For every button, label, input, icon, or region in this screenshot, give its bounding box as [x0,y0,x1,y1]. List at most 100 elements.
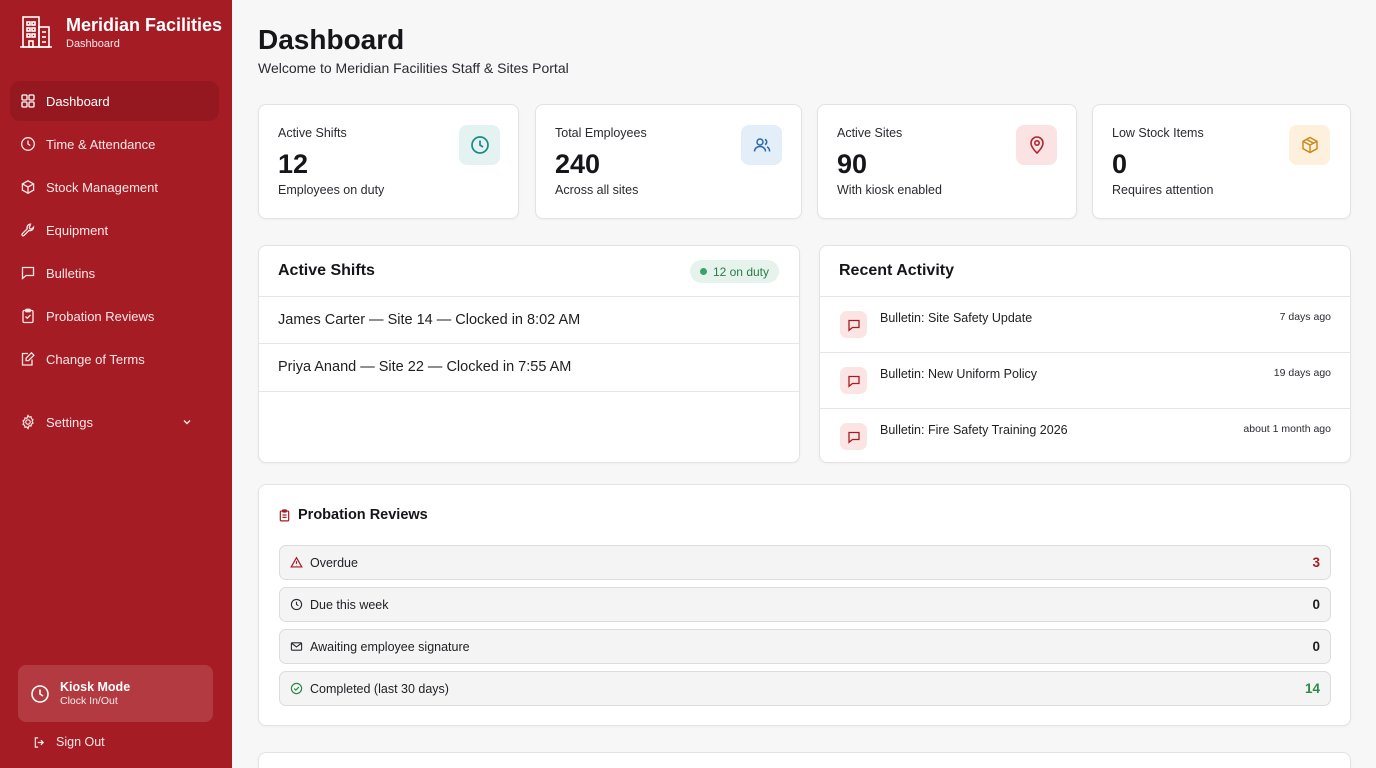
page-subtitle: Welcome to Meridian Facilities Staff & S… [258,60,569,76]
mail-icon [290,642,303,651]
alert-triangle-icon [290,556,303,568]
sidebar-item-equipment[interactable]: Equipment [10,210,219,250]
panel-title: Probation Reviews [298,507,428,523]
sidebar-item-label: Time & Attendance [46,136,156,152]
activity-text: Bulletin: Fire Safety Training 2026 [880,423,1068,437]
sidebar-item-time-attendance[interactable]: Time & Attendance [10,124,219,164]
probation-row-label: Due this week [310,597,389,612]
recent-activity-panel: Recent Activity Bulletin: Site Safety Up… [819,245,1351,463]
stat-card-active-sites[interactable]: Active Sites 90 With kiosk enabled [817,104,1077,219]
clock-icon [21,137,35,151]
shift-row[interactable]: James Carter — Site 14 — Clocked in 8:02… [278,312,581,328]
kiosk-title: Kiosk Mode [60,679,131,694]
package-icon [1301,136,1318,154]
stat-value: 240 [555,149,601,179]
message-icon [847,431,860,444]
probation-row-label: Completed (last 30 days) [310,681,449,696]
sidebar-settings: Settings [10,402,219,445]
sidebar: Meridian Facilities Dashboard Dashboard … [0,0,232,768]
stat-note: Requires attention [1112,183,1214,197]
activity-icon-box [840,423,867,450]
kiosk-subtitle: Clock In/Out [60,694,118,707]
wrench-icon [21,223,35,237]
chevron-down-icon[interactable] [179,416,195,428]
activity-icon-box [840,311,867,338]
stat-label: Low Stock Items [1112,126,1204,140]
probation-row-awaiting-signature[interactable]: Awaiting employee signature 0 [279,629,1331,664]
log-out-icon [34,736,45,748]
activity-item[interactable]: Bulletin: Fire Safety Training 2026 abou… [820,409,1350,465]
shift-row[interactable]: Priya Anand — Site 22 — Clocked in 7:55 … [278,359,572,375]
sign-out-button[interactable]: Sign Out [33,735,105,749]
activity-text: Bulletin: Site Safety Update [880,311,1033,325]
probation-row-count: 3 [1312,555,1320,570]
probation-row-due-this-week[interactable]: Due this week 0 [279,587,1331,622]
brand-title: Meridian Facilities [66,15,223,35]
badge-label: 12 on duty [712,264,769,279]
sidebar-item-label: Change of Terms [46,351,145,367]
probation-row-label: Awaiting employee signature [310,639,470,654]
sidebar-item-change-of-terms[interactable]: Change of Terms [10,339,219,379]
divider [259,391,799,392]
kiosk-mode-button[interactable]: Kiosk Mode Clock In/Out [18,665,213,722]
edit-doc-icon [21,351,35,366]
sidebar-item-probation-reviews[interactable]: Probation Reviews [10,296,219,336]
building-icon [20,16,52,48]
clock-icon [290,598,303,611]
probation-row-count: 0 [1312,639,1320,654]
clipboard-icon [279,508,290,521]
activity-icon-box [840,367,867,394]
brand-subtitle: Dashboard [66,38,120,50]
grid-icon [21,94,35,108]
sidebar-item-label: Equipment [46,222,109,238]
stat-label: Total Employees [555,126,647,140]
users-icon [753,138,770,152]
sidebar-item-label: Bulletins [46,265,96,281]
next-panel [258,752,1351,768]
stat-note: Employees on duty [278,183,385,197]
activity-item[interactable]: Bulletin: New Uniform Policy 19 days ago [820,353,1350,409]
activity-item[interactable]: Bulletin: Site Safety Update 7 days ago [820,297,1350,353]
stat-value: 12 [278,149,309,179]
sidebar-nav: Dashboard Time & Attendance Stock Manage… [10,81,219,382]
panel-header: Probation Reviews [278,507,428,523]
stat-card-total-employees[interactable]: Total Employees 240 Across all sites [535,104,802,219]
divider [820,352,1350,353]
on-duty-badge: 12 on duty [689,260,779,283]
gear-icon [22,414,34,430]
message-icon [847,375,860,388]
divider [259,343,799,344]
stat-card-low-stock[interactable]: Low Stock Items 0 Requires attention [1092,104,1351,219]
probation-reviews-panel: Probation Reviews Overdue 3 Due this wee… [258,484,1351,726]
sidebar-item-dashboard[interactable]: Dashboard [10,81,219,121]
stat-card-active-shifts[interactable]: Active Shifts 12 Employees on duty [258,104,519,219]
stat-icon-box [1016,125,1057,165]
probation-row-count: 0 [1312,597,1320,612]
probation-row-overdue[interactable]: Overdue 3 [279,545,1331,580]
sidebar-item-label: Stock Management [46,179,159,195]
active-shifts-panel: Active Shifts 12 on duty James Carter — … [258,245,800,463]
activity-time: about 1 month ago [1243,423,1331,435]
message-icon [847,319,860,332]
clock-icon [470,136,489,154]
stat-label: Active Sites [837,126,903,140]
panel-title: Recent Activity [839,262,954,279]
stat-label: Active Shifts [278,126,347,140]
brand: Meridian Facilities Dashboard [18,14,222,51]
divider [820,296,1350,297]
stat-icon-box [741,125,782,165]
clipboard-icon [22,308,34,324]
page-title: Dashboard [258,24,405,55]
divider [820,408,1350,409]
stat-note: Across all sites [555,183,639,197]
probation-row-label: Overdue [310,555,358,570]
probation-row-completed[interactable]: Completed (last 30 days) 14 [279,671,1331,706]
activity-time: 7 days ago [1279,311,1331,323]
stat-icon-box [459,125,500,165]
sidebar-item-bulletins[interactable]: Bulletins [10,253,219,293]
stat-value: 0 [1112,149,1128,179]
map-pin-icon [1029,136,1044,155]
sidebar-item-settings[interactable]: Settings [10,402,219,442]
stat-icon-box [1289,125,1330,165]
sidebar-item-stock-management[interactable]: Stock Management [10,167,219,207]
